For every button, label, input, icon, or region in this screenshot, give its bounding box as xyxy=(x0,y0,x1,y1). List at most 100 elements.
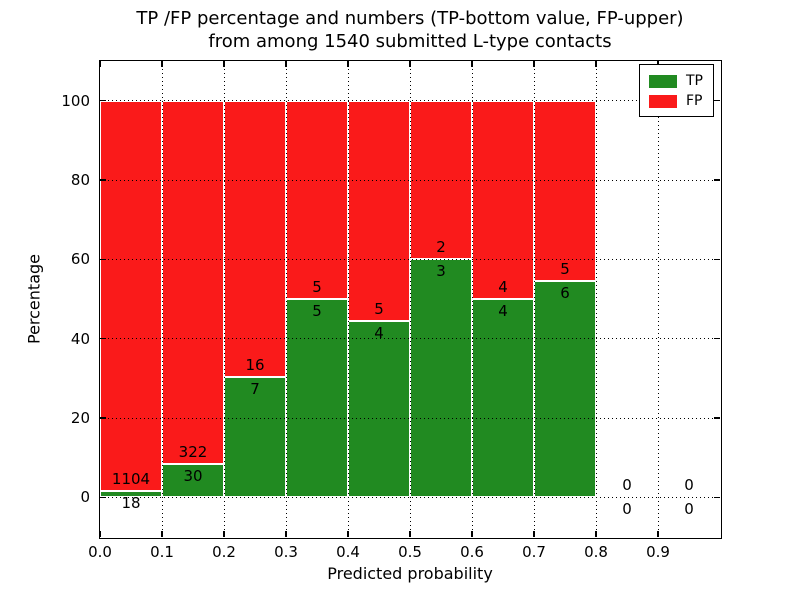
x-tick-label: 0.4 xyxy=(336,543,360,561)
legend-row-fp: FP xyxy=(649,91,713,111)
tp-bar xyxy=(224,376,286,498)
tp-count-label: 4 xyxy=(498,302,508,320)
y-axis-label: Percentage xyxy=(24,253,44,345)
tp-legend-swatch xyxy=(649,74,677,88)
y-tick-mark xyxy=(100,337,106,340)
fp-bar xyxy=(224,100,286,377)
fp-legend-label: FP xyxy=(686,93,703,109)
x-tick-mark-top xyxy=(161,61,163,67)
v-gridline xyxy=(471,61,473,537)
v-gridline xyxy=(161,61,163,537)
x-tick-mark-top xyxy=(409,61,411,67)
tp-legend-label: TP xyxy=(686,73,703,89)
tp-bar xyxy=(472,299,534,498)
y-tick-mark-right xyxy=(714,417,720,419)
tp-count-label: 5 xyxy=(312,302,322,320)
v-gridline xyxy=(533,61,535,537)
x-tick-mark xyxy=(347,531,349,537)
chart-title-line2: from among 1540 submitted L-type contact… xyxy=(208,31,612,52)
y-tick-mark-right xyxy=(714,496,720,499)
x-axis-label: Predicted probability xyxy=(327,564,493,583)
v-gridline xyxy=(657,61,659,537)
x-tick-label: 0.8 xyxy=(584,543,608,561)
x-tick-label: 0.9 xyxy=(646,543,670,561)
fp-legend-swatch xyxy=(649,94,677,108)
y-tick-mark xyxy=(100,179,106,181)
fp-bar xyxy=(162,100,224,464)
x-tick-mark-top xyxy=(471,61,473,67)
y-tick-label: 80 xyxy=(70,171,90,189)
y-tick-mark xyxy=(100,417,106,419)
x-tick-mark xyxy=(595,531,597,537)
x-tick-mark xyxy=(533,531,535,537)
tp-count-label: 4 xyxy=(374,324,384,343)
y-tick-label: 20 xyxy=(70,409,90,427)
x-tick-label: 0.1 xyxy=(150,543,174,561)
x-tick-mark xyxy=(223,531,225,537)
fp-count-label: 2 xyxy=(436,238,446,257)
chart-title: TP /FP percentage and numbers (TP-bottom… xyxy=(60,7,760,53)
fp-count-label: 5 xyxy=(560,259,570,278)
v-gridline xyxy=(223,61,225,537)
y-tick-mark xyxy=(100,258,106,261)
tp-count-label: 0 xyxy=(622,500,632,519)
x-tick-label: 0.3 xyxy=(274,543,298,561)
tp-count-label: 6 xyxy=(560,283,570,302)
tp-bar xyxy=(534,280,596,498)
y-tick-label: 60 xyxy=(70,250,90,269)
x-tick-mark xyxy=(285,531,287,537)
fp-bar xyxy=(100,100,162,491)
tp-count-label: 18 xyxy=(121,493,141,512)
tp-bar xyxy=(286,299,348,498)
fp-count-label: 5 xyxy=(312,278,322,296)
tp-bar xyxy=(348,321,410,498)
v-gridline xyxy=(595,61,597,537)
tp-count-label: 3 xyxy=(436,262,446,281)
x-tick-mark-top xyxy=(285,61,287,67)
x-tick-mark-top xyxy=(533,61,535,67)
x-tick-mark xyxy=(657,531,659,537)
x-tick-mark xyxy=(409,531,411,537)
tp-count-label: 0 xyxy=(684,500,694,519)
x-tick-mark xyxy=(99,531,101,537)
y-tick-label: 100 xyxy=(61,91,90,110)
x-tick-label: 0.7 xyxy=(522,543,546,561)
y-tick-mark xyxy=(100,496,106,499)
x-tick-mark-top xyxy=(595,61,597,67)
y-tick-mark-right xyxy=(714,337,720,340)
fp-bar xyxy=(286,100,348,299)
v-gridline xyxy=(285,61,287,537)
fp-bar xyxy=(348,100,410,322)
x-tick-label: 0.0 xyxy=(88,543,112,561)
y-tick-mark-right xyxy=(714,258,720,261)
y-tick-mark-right xyxy=(714,179,720,181)
fp-count-label: 322 xyxy=(178,442,208,461)
x-tick-mark-top xyxy=(223,61,225,67)
legend: TP FP xyxy=(639,64,714,117)
fp-count-label: 1104 xyxy=(111,469,151,488)
fp-bar xyxy=(534,100,596,281)
tp-count-label: 7 xyxy=(250,379,260,398)
tp-count-label: 30 xyxy=(183,466,203,485)
fp-count-label: 5 xyxy=(374,300,384,319)
x-tick-label: 0.6 xyxy=(460,543,484,561)
x-tick-mark xyxy=(471,531,473,537)
x-tick-mark-top xyxy=(99,61,101,67)
y-tick-label: 0 xyxy=(80,488,90,507)
v-gridline xyxy=(409,61,411,537)
y-tick-mark xyxy=(100,99,106,102)
x-tick-mark xyxy=(161,531,163,537)
fp-bar xyxy=(472,100,534,299)
x-tick-label: 0.2 xyxy=(212,543,236,561)
fp-count-label: 4 xyxy=(498,278,508,296)
tp-bar xyxy=(410,259,472,498)
y-tick-label: 40 xyxy=(70,329,90,348)
y-tick-mark-right xyxy=(714,99,720,102)
fp-count-label: 0 xyxy=(684,476,694,495)
legend-row-tp: TP xyxy=(649,71,713,91)
fp-count-label: 0 xyxy=(622,476,632,495)
fp-count-label: 16 xyxy=(245,355,265,374)
x-tick-mark-top xyxy=(347,61,349,67)
v-gridline xyxy=(347,61,349,537)
